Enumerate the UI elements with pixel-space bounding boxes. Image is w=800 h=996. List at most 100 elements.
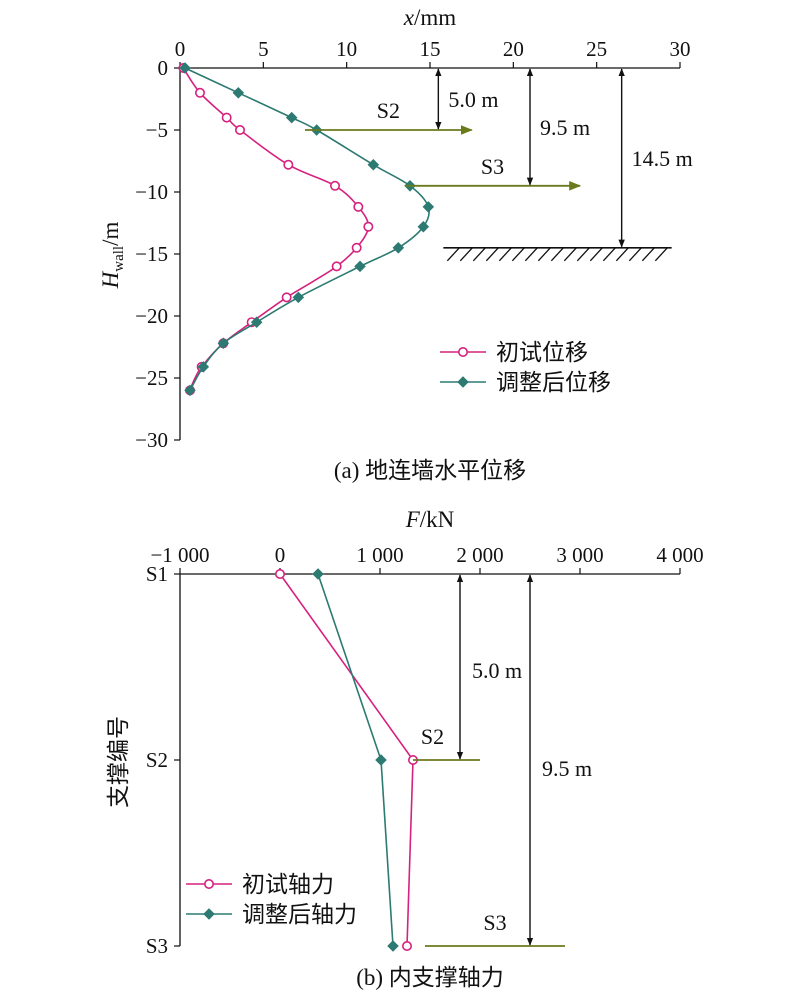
chart-a-series bbox=[178, 62, 435, 397]
chart-a-dimension-label: 9.5 m bbox=[540, 115, 590, 140]
chart-a-axes: 0 5 10 15 20 25 30 0 −5 −10 −15 −20 −25 −30 bbox=[135, 37, 690, 452]
chart-b-caption: (b) 内支撑轴力 bbox=[356, 965, 504, 990]
chart-a-point bbox=[354, 260, 366, 273]
chart-a-point bbox=[353, 201, 364, 212]
chart-a-y-tick-label: −25 bbox=[135, 366, 168, 390]
chart-a-dimension-label: 5.0 m bbox=[448, 87, 498, 112]
chart-a-point bbox=[363, 221, 374, 232]
chart-b-axes: −1 000 0 1 000 2 000 3 000 4 000 S1 S2 S3 bbox=[146, 543, 704, 958]
chart-a-dimension-label: 14.5 m bbox=[632, 146, 693, 171]
chart-a-hatch bbox=[654, 247, 668, 262]
chart-a-point bbox=[392, 242, 405, 254]
chart-a-x-tick-label: 25 bbox=[586, 37, 607, 61]
chart-a-point bbox=[179, 62, 191, 74]
chart-a-hatch bbox=[563, 247, 577, 262]
chart-a-x-tick-label: 5 bbox=[258, 37, 269, 61]
chart-a-point bbox=[221, 112, 232, 123]
chart-a-y-title-unit: /m bbox=[98, 222, 123, 246]
chart-a-point bbox=[197, 361, 210, 373]
chart-a-hatch bbox=[485, 247, 499, 262]
chart-a-hatch bbox=[498, 247, 512, 262]
legend-label-1: 调整后轴力 bbox=[242, 902, 357, 927]
chart-b-dimension-label: 5.0 m bbox=[472, 658, 522, 683]
chart-strut-axial-force: −1 000 0 1 000 2 000 3 000 4 000 S1 S2 S3 F/kN 支… bbox=[106, 507, 704, 990]
chart-a-hatch bbox=[589, 247, 603, 262]
chart-b-point bbox=[401, 940, 412, 951]
chart-a-y-axis-title: Hwall/m bbox=[98, 222, 127, 290]
chart-a-point bbox=[292, 291, 305, 304]
chart-b-point bbox=[312, 568, 324, 580]
chart-a-point bbox=[195, 87, 206, 98]
chart-a-hatch bbox=[602, 247, 616, 262]
chart-a-series-0 bbox=[178, 62, 374, 396]
chart-a-hatch bbox=[641, 247, 655, 262]
legend-marker-1 bbox=[203, 908, 215, 920]
legend-marker-0 bbox=[457, 346, 468, 357]
chart-b-x-tick-label: 3 000 bbox=[556, 543, 603, 567]
chart-b-point bbox=[387, 940, 399, 952]
chart-a-x-axis-title: x/mm bbox=[403, 5, 456, 30]
chart-a-caption: (a) 地连墙水平位移 bbox=[334, 458, 526, 483]
chart-a-hatch bbox=[511, 247, 525, 262]
chart-a-point bbox=[422, 201, 435, 213]
chart-a-point bbox=[184, 384, 196, 397]
chart-b-y-tick-label: S1 bbox=[146, 562, 168, 586]
chart-a-y-tick-label: 0 bbox=[158, 56, 169, 80]
chart-b-y-tick-label: S2 bbox=[146, 748, 168, 772]
chart-a-y-title-sub: wall bbox=[111, 246, 127, 272]
chart-a-series-1 bbox=[179, 62, 435, 397]
chart-b-annotations: S2 S3 5.0 m 9.5 m bbox=[413, 574, 592, 947]
chart-a-y-tick-label: −30 bbox=[135, 428, 168, 452]
legend-label-1: 调整后位移 bbox=[496, 370, 611, 395]
chart-a-point bbox=[367, 158, 380, 171]
chart-a-y-tick-label: −5 bbox=[146, 118, 168, 142]
chart-a-x-tick-label: 30 bbox=[670, 37, 691, 61]
chart-a-annotations: S2 S3 5.0 m 9.5 m 14.5 m bbox=[305, 68, 693, 262]
legend-marker-1 bbox=[457, 376, 469, 388]
chart-b-x-title-var: F bbox=[405, 507, 421, 532]
chart-a-point bbox=[351, 242, 362, 253]
chart-b-x-tick-label: 4 000 bbox=[656, 543, 703, 567]
chart-a-series-line bbox=[182, 67, 370, 391]
chart-b-strut-label: S3 bbox=[483, 910, 506, 935]
chart-a-x-title-var: x bbox=[403, 5, 415, 30]
chart-b-x-tick-label: 1 000 bbox=[356, 543, 403, 567]
chart-a-strut-label: S2 bbox=[377, 98, 400, 123]
chart-a-y-tick-label: −10 bbox=[135, 180, 168, 204]
chart-a-y-title-var: H bbox=[98, 270, 123, 289]
chart-a-hatch bbox=[459, 247, 473, 262]
chart-a-x-tick-label: 20 bbox=[503, 37, 524, 61]
chart-a-point bbox=[417, 220, 430, 233]
chart-a-point bbox=[217, 337, 230, 350]
chart-b-series-1 bbox=[312, 568, 399, 952]
chart-b-dimension-label: 9.5 m bbox=[542, 756, 592, 781]
chart-a-hatch bbox=[524, 247, 538, 262]
chart-a-x-tick-label: 10 bbox=[336, 37, 357, 61]
chart-a-point bbox=[232, 87, 245, 99]
chart-a-point bbox=[281, 292, 292, 303]
chart-a-x-tick-label: 0 bbox=[175, 37, 186, 61]
chart-b-y-tick-label: S3 bbox=[146, 934, 168, 958]
chart-a-hatch bbox=[615, 247, 629, 262]
chart-a-y-tick-label: −20 bbox=[135, 304, 168, 328]
chart-a-hatch bbox=[550, 247, 564, 262]
legend-marker-0 bbox=[204, 878, 215, 889]
chart-a-hatch bbox=[628, 247, 642, 262]
chart-b-point bbox=[274, 568, 285, 579]
chart-a-x-title-unit: /mm bbox=[414, 5, 456, 30]
chart-a-point bbox=[250, 316, 263, 328]
chart-a-y-tick-label: −15 bbox=[135, 242, 168, 266]
chart-a-hatch bbox=[472, 247, 486, 262]
chart-a-hatch bbox=[537, 247, 551, 262]
chart-wall-displacement: 0 5 10 15 20 25 30 0 −5 −10 −15 −20 −25 −30 x/mm Hwal… bbox=[98, 5, 693, 483]
legend-label-0: 初试位移 bbox=[496, 340, 588, 365]
chart-a-hatch bbox=[576, 247, 590, 262]
chart-b-x-tick-label: 0 bbox=[275, 543, 286, 567]
chart-a-strut-label: S3 bbox=[481, 154, 504, 179]
chart-b-point bbox=[375, 754, 387, 766]
chart-a-x-tick-label: 15 bbox=[420, 37, 441, 61]
chart-a-point bbox=[285, 111, 298, 124]
chart-a-point bbox=[235, 125, 246, 136]
